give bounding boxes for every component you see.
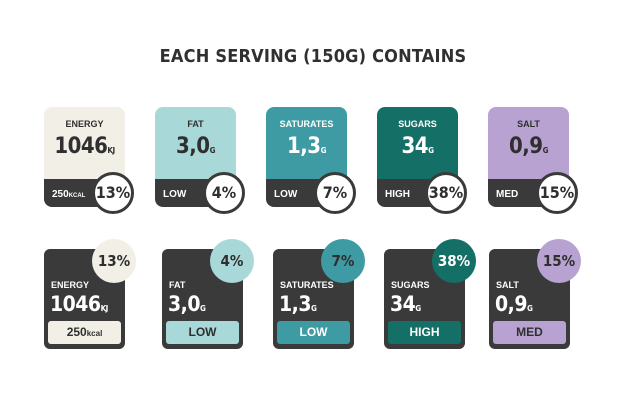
fat-label-card-dark: FAT 3,0G LOW 4% xyxy=(162,239,254,349)
percent-circle: 13% xyxy=(92,239,136,283)
nutrient-name: SALT xyxy=(517,119,540,129)
level-footer: HIGH xyxy=(388,321,461,344)
level-footer: MED xyxy=(493,321,566,344)
nutrient-amount: 1,3G xyxy=(279,292,317,316)
sugars-label-card: SUGARS 34G HIGH 38% xyxy=(377,107,467,214)
nutrient-amount: 0,9G xyxy=(495,292,533,316)
percent-circle: 7% xyxy=(321,239,365,283)
energy-label-card: ENERGY 1046KJ 250KCAL 13% xyxy=(44,107,134,214)
nutrient-amount: 3,0G xyxy=(176,134,216,159)
nutrient-amount: 1046KJ xyxy=(54,134,115,159)
nutrient-amount: 3,0G xyxy=(168,292,206,316)
nutrient-name: SUGARS xyxy=(391,280,430,290)
saturates-label-card: SATURATES 1,3G LOW 7% xyxy=(266,107,356,214)
nutrient-amount: 34G xyxy=(390,292,421,316)
level-footer: LOW xyxy=(277,321,350,344)
nutrient-amount: 1046KJ xyxy=(50,292,108,316)
energy-label-card-dark: ENERGY 1046KJ 250kcal 13% xyxy=(44,239,136,349)
saturates-label-card-dark: SATURATES 1,3G LOW 7% xyxy=(273,239,365,349)
card-top: SALT 0,9G xyxy=(488,107,569,179)
percent-circle: 15% xyxy=(537,239,581,283)
level-text: LOW xyxy=(274,189,298,200)
percent-circle: 7% xyxy=(314,172,356,214)
nutrient-amount: 0,9G xyxy=(509,134,549,159)
nutrient-name: ENERGY xyxy=(51,280,90,290)
percent-circle: 4% xyxy=(203,172,245,214)
level-text: HIGH xyxy=(385,189,410,200)
nutrient-name: SATURATES xyxy=(280,280,334,290)
level-footer: LOW xyxy=(166,321,239,344)
salt-label-card: SALT 0,9G MED 15% xyxy=(488,107,578,214)
percent-circle: 38% xyxy=(425,172,467,214)
level-text: LOW xyxy=(163,189,187,200)
card-top: SATURATES 1,3G xyxy=(266,107,347,179)
card-top: FAT 3,0G xyxy=(155,107,236,179)
kcal-value: 250KCAL xyxy=(52,189,86,200)
card-top: SUGARS 34G xyxy=(377,107,458,179)
sugars-label-card-dark: SUGARS 34G HIGH 38% xyxy=(384,239,476,349)
percent-circle: 13% xyxy=(92,172,134,214)
page-title: EACH SERVING (150G) CONTAINS xyxy=(159,46,467,67)
nutrient-name: SUGARS xyxy=(398,119,437,129)
percent-circle: 38% xyxy=(432,239,476,283)
salt-label-card-dark: SALT 0,9G MED 15% xyxy=(489,239,581,349)
level-text: MED xyxy=(496,189,519,200)
kcal-footer: 250kcal xyxy=(48,321,121,344)
nutrient-name: SALT xyxy=(496,280,519,290)
card-top: ENERGY 1046KJ xyxy=(44,107,125,179)
nutrient-name: SATURATES xyxy=(279,119,334,129)
nutrient-amount: 1,3G xyxy=(287,134,327,159)
nutrient-amount: 34G xyxy=(401,134,434,159)
nutrient-name: FAT xyxy=(169,280,186,290)
nutrient-name: FAT xyxy=(187,119,204,129)
percent-circle: 15% xyxy=(536,172,578,214)
fat-label-card: FAT 3,0G LOW 4% xyxy=(155,107,245,214)
nutrient-name: ENERGY xyxy=(65,119,104,129)
percent-circle: 4% xyxy=(210,239,254,283)
